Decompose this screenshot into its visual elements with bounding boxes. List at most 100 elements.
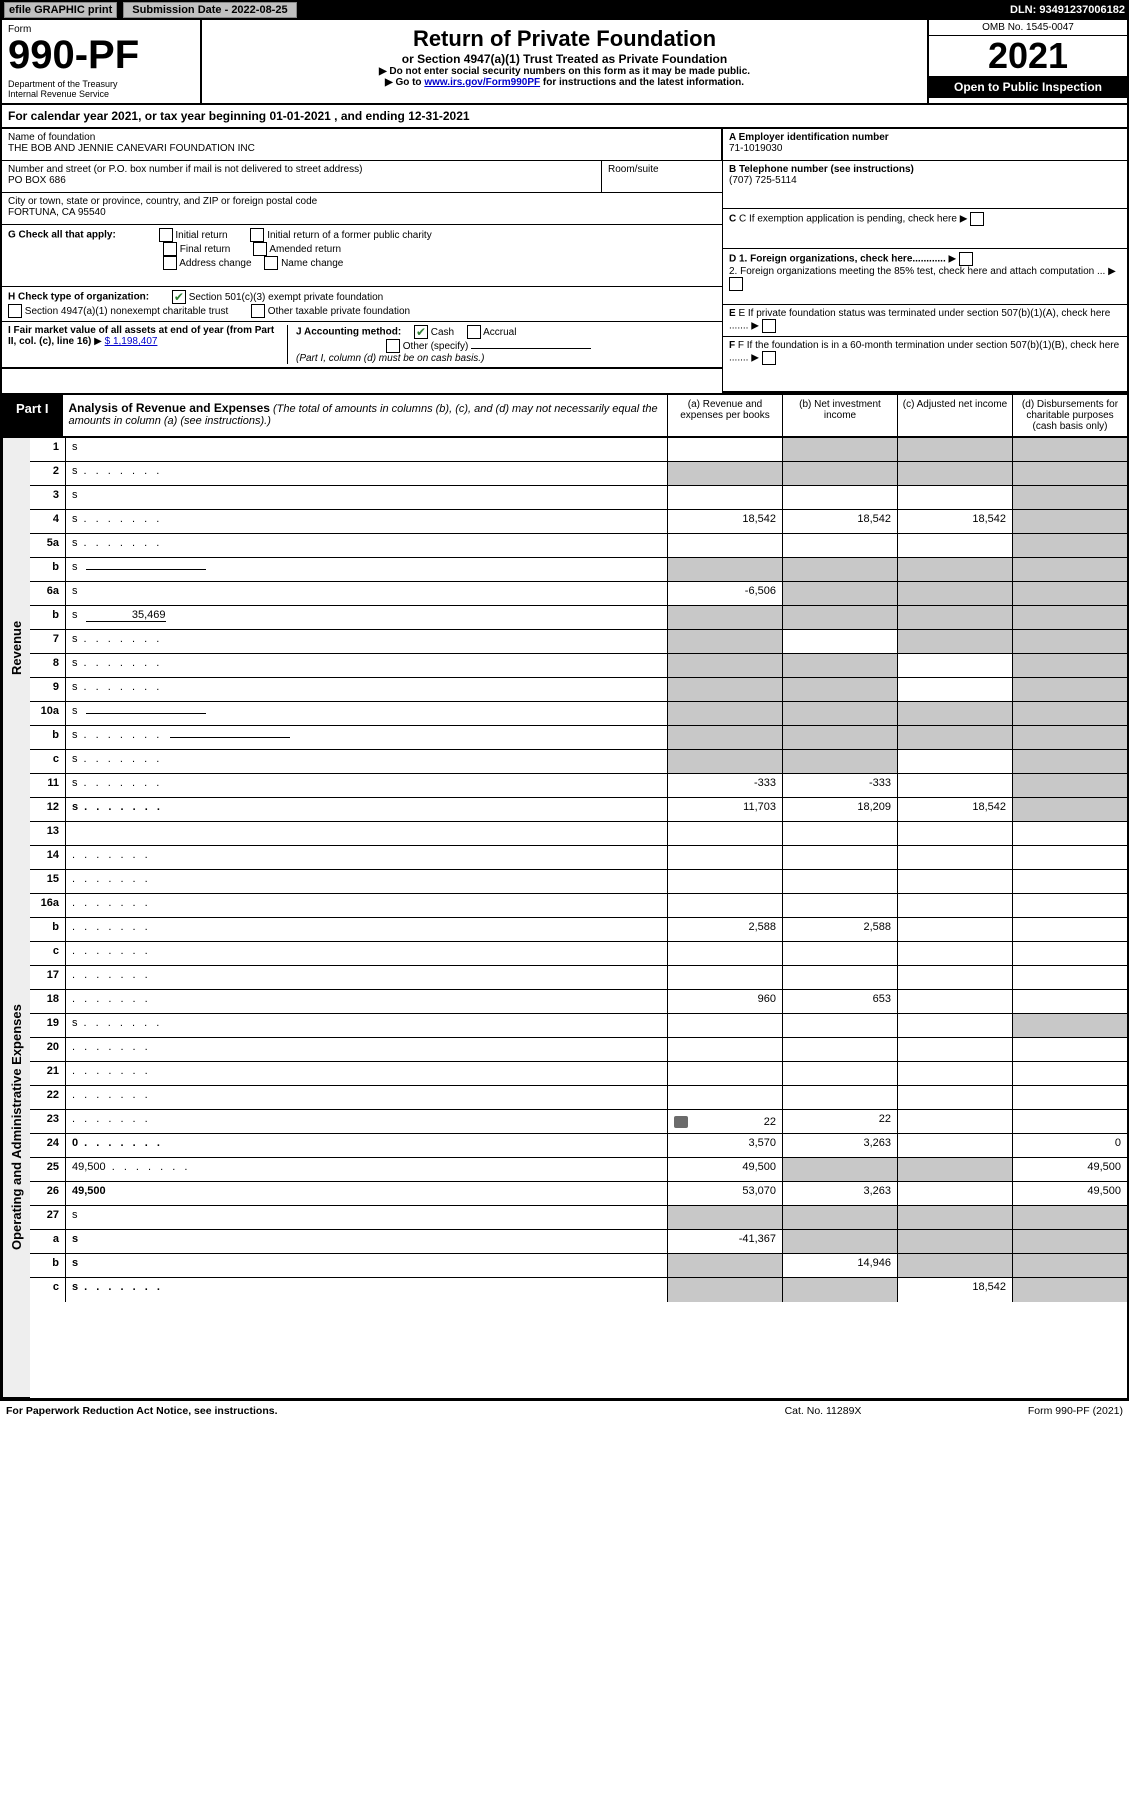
cell-a [667,1086,782,1109]
row-num: 20 [30,1038,66,1061]
cell-c [897,1158,1012,1181]
cell-c [897,726,1012,749]
cell-d: 49,500 [1012,1158,1127,1181]
cell-b [782,870,897,893]
row-desc: . . . . . . . [66,1038,667,1061]
row-desc: 49,500 [66,1182,667,1205]
cell-c [897,1230,1012,1253]
cell-d [1012,1230,1127,1253]
cell-b [782,630,897,653]
cell-a: 22 [667,1110,782,1133]
row-num: 15 [30,870,66,893]
chk-d2[interactable] [729,277,743,291]
chk-c[interactable] [970,212,984,226]
submission-date: Submission Date - 2022-08-25 [123,2,296,18]
chk-e[interactable] [762,319,776,333]
row-desc: s [66,582,667,605]
cell-a: -6,506 [667,582,782,605]
cell-a [667,750,782,773]
address: PO BOX 686 [8,175,595,186]
row-num: 13 [30,822,66,845]
d2-label: 2. Foreign organizations meeting the 85%… [729,266,1105,277]
cell-c [897,654,1012,677]
cell-d [1012,750,1127,773]
row-num: 4 [30,510,66,533]
cell-c [897,822,1012,845]
cell-c [897,438,1012,461]
cell-b [782,654,897,677]
row-num: 7 [30,630,66,653]
part1-table: Revenue Operating and Administrative Exp… [0,438,1129,1400]
fmv-link[interactable]: $ 1,198,407 [105,336,158,347]
cell-b [782,486,897,509]
row-num: a [30,1230,66,1253]
g-label: G Check all that apply: [8,230,116,241]
chk-4947[interactable] [8,304,22,318]
table-row: 20 . . . . . . . [30,1038,1127,1062]
chk-accrual[interactable] [467,325,481,339]
chk-f[interactable] [762,351,776,365]
cell-d [1012,654,1127,677]
part1-badge: Part I [2,395,63,436]
efile-print-button[interactable]: efile GRAPHIC print [4,2,117,18]
table-row: 27s [30,1206,1127,1230]
row-num: 11 [30,774,66,797]
cell-c [897,942,1012,965]
row-desc: s . . . . . . . [66,630,667,653]
cell-b: 22 [782,1110,897,1133]
page-footer: For Paperwork Reduction Act Notice, see … [0,1400,1129,1421]
cell-c [897,1014,1012,1037]
row-num: 10a [30,702,66,725]
c-label: C If exemption application is pending, c… [739,214,957,225]
row-num: 21 [30,1062,66,1085]
table-row: 12s . . . . . . .11,70318,20918,542 [30,798,1127,822]
cell-c: 18,542 [897,510,1012,533]
row-num: b [30,606,66,629]
cell-c [897,702,1012,725]
cell-a [667,1254,782,1277]
cell-b [782,1014,897,1037]
city-label: City or town, state or province, country… [8,196,716,207]
table-row: 18 . . . . . . .960653 [30,990,1127,1014]
chk-other-taxable[interactable] [251,304,265,318]
cell-a [667,1206,782,1229]
cell-a: 11,703 [667,798,782,821]
chk-cash[interactable] [414,325,428,339]
chk-amended[interactable] [253,242,267,256]
row-num: c [30,750,66,773]
chk-name-change[interactable] [264,256,278,270]
chk-501c3[interactable] [172,290,186,304]
e-label: E If private foundation status was termi… [729,308,1110,332]
row-num: c [30,1278,66,1302]
row-desc: s . . . . . . . [66,774,667,797]
cell-d [1012,1278,1127,1302]
chk-final-return[interactable] [163,242,177,256]
revenue-side-label: Revenue [2,438,30,858]
row-desc: s [66,1206,667,1229]
cell-d [1012,822,1127,845]
chk-d1[interactable] [959,252,973,266]
row-num: 6a [30,582,66,605]
cell-c [897,846,1012,869]
cell-d [1012,1038,1127,1061]
part1-header: Part I Analysis of Revenue and Expenses … [0,393,1129,438]
chk-initial-return[interactable] [159,228,173,242]
chk-address-change[interactable] [163,256,177,270]
cell-c [897,1062,1012,1085]
irs-link[interactable]: www.irs.gov/Form990PF [424,77,540,88]
cell-a [667,1014,782,1037]
calculator-icon[interactable] [674,1116,688,1128]
chk-initial-former[interactable] [250,228,264,242]
col-d-hdr: (d) Disbursements for charitable purpose… [1012,395,1127,436]
chk-other-method[interactable] [386,339,400,353]
cat-no: Cat. No. 11289X [723,1405,923,1417]
cell-a [667,1062,782,1085]
calendar-year-line: For calendar year 2021, or tax year begi… [0,105,1129,129]
table-row: cs . . . . . . .18,542 [30,1278,1127,1302]
table-row: 3s [30,486,1127,510]
d1-label: D 1. Foreign organizations, check here..… [729,254,946,265]
cell-a: 53,070 [667,1182,782,1205]
cell-a [667,486,782,509]
table-row: 17 . . . . . . . [30,966,1127,990]
ein: 71-1019030 [729,143,782,154]
